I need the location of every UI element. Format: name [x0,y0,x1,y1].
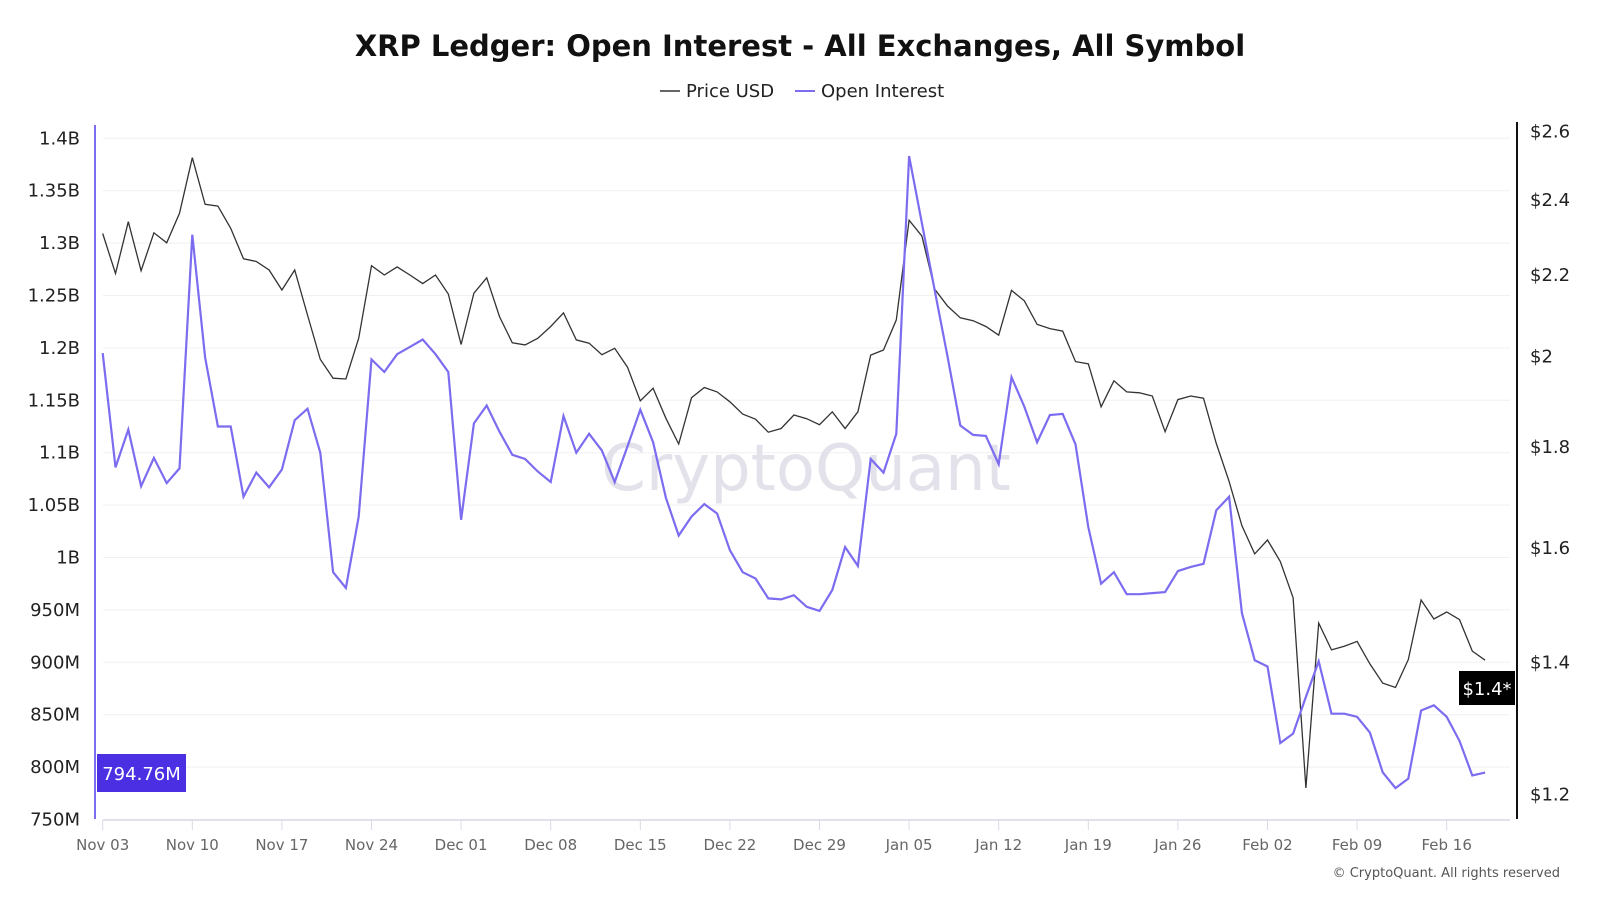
price-current-badge: $1.4* [1459,671,1515,705]
x-tick-label: Dec 15 [614,836,667,854]
price-current-value: $1.4* [1462,679,1511,700]
right-y-tick-label: $1.4 [1530,652,1570,673]
left-y-tick-label: 1B [56,548,80,569]
right-y-tick-label: $2.4 [1530,190,1570,211]
left-y-tick-label: 1.3B [39,233,80,254]
price-current-badge-bg [1459,671,1515,705]
right-y-tick-label: $2 [1530,347,1553,368]
left-y-tick-label: 850M [30,705,80,726]
left-y-tick-label: 1.15B [28,390,80,411]
right-y-tick-label: $2.2 [1530,265,1570,286]
chart-title: XRP Ledger: Open Interest - All Exchange… [355,29,1245,63]
x-tick-label: Dec 29 [793,836,846,854]
data-points [102,156,1486,789]
legend-item-price[interactable]: Price USD [660,81,774,102]
x-tick-label: Feb 16 [1421,836,1471,854]
oi-current-value: 794.76M [102,764,181,785]
x-tick-label: Nov 24 [345,836,398,854]
left-y-tick-label: 1.35B [28,181,80,202]
left-y-tick-label: 1.05B [28,495,80,516]
price-usd-line [102,157,1486,788]
left-y-tick-label: 1.4B [39,128,80,149]
left-y-tick-label: 1.25B [28,286,80,307]
x-tick-label: Nov 17 [255,836,308,854]
left-y-tick-label: 1.1B [39,443,80,464]
watermark: CryptoQuant [601,432,1011,506]
x-tick-label: Feb 09 [1332,836,1382,854]
right-y-ticks: $1.2 $1.4 $1.6 $1.8 $2 $2.2 $2.4 $2.6 [1530,122,1570,806]
left-y-tick-label: 750M [30,810,80,831]
right-y-tick-label: $2.6 [1530,122,1570,143]
left-y-tick-label: 800M [30,757,80,778]
right-y-tick-label: $1.6 [1530,538,1570,559]
legend-item-open-interest[interactable]: Open Interest [795,81,944,102]
x-tick-label: Nov 10 [166,836,219,854]
x-tick-label: Dec 08 [524,836,577,854]
x-tick-label: Dec 22 [703,836,756,854]
legend-price-label: Price USD [686,81,774,102]
legend-oi-label: Open Interest [821,81,944,102]
x-tick-label: Nov 03 [76,836,129,854]
x-tick-label: Jan 05 [885,836,933,854]
gridlines [103,137,1510,820]
left-y-ticks: 750M 800M 850M 900M 950M 1B 1.05B 1.1B 1.15B 1.2B… [28,128,80,830]
x-tick-label: Feb 02 [1242,836,1292,854]
copyright: © CryptoQuant. All rights reserved [1333,866,1560,881]
right-y-tick-label: $1.2 [1530,785,1570,806]
left-y-tick-label: 1.2B [39,338,80,359]
right-y-tick-label: $1.8 [1530,437,1570,458]
oi-current-badge-bg [97,754,186,792]
legend: Price USD Open Interest [660,81,944,102]
x-tick-label: Jan 26 [1153,836,1201,854]
x-ticks: Nov 03 Nov 10 Nov 17 Nov 24 Dec 01 Dec 08 Dec … [76,820,1472,854]
left-y-tick-label: 900M [30,652,80,673]
x-tick-label: Jan 12 [974,836,1022,854]
x-tick-label: Dec 01 [435,836,488,854]
oi-current-badge: 794.76M [97,754,186,792]
x-tick-label: Jan 19 [1064,836,1112,854]
left-y-tick-label: 950M [30,600,80,621]
